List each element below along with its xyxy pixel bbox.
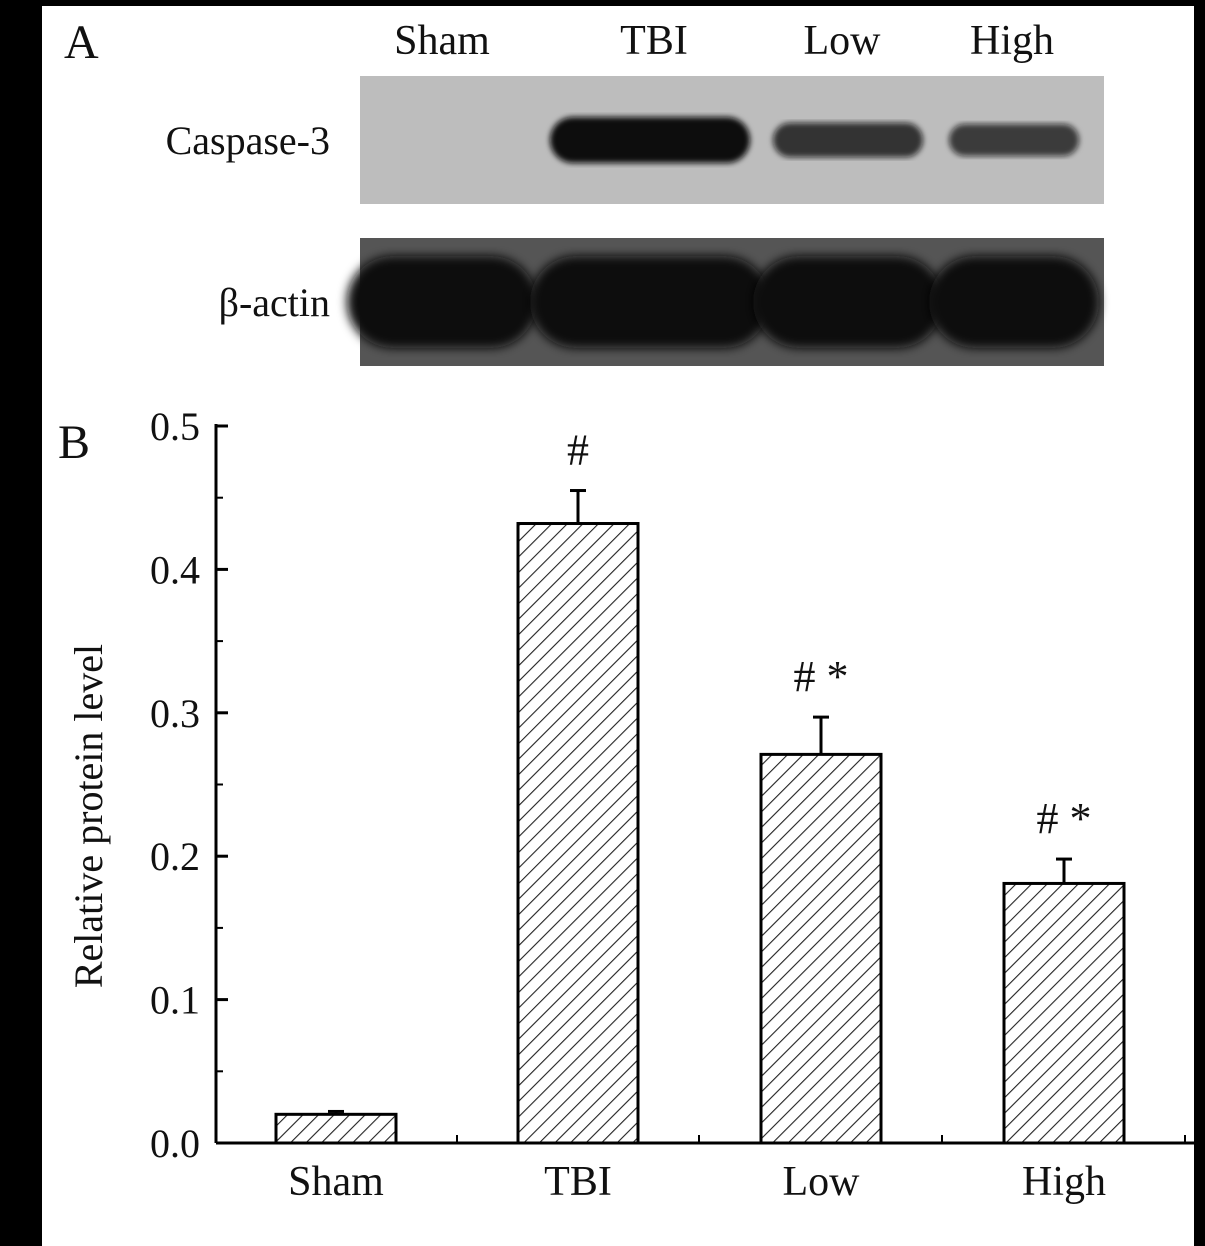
y-tick-label: 0.2 — [150, 834, 200, 879]
y-tick-label: 0.0 — [150, 1121, 200, 1166]
panel-a: A Sham TBI Low High Caspase-3 β-actin — [64, 16, 1104, 366]
y-tick-label: 0.1 — [150, 978, 200, 1023]
figure: A Sham TBI Low High Caspase-3 β-actin B Rela… — [42, 6, 1194, 1246]
lane-label: Sham — [394, 18, 490, 64]
x-tick-label: Low — [783, 1159, 861, 1205]
x-tick-label: TBI — [544, 1159, 612, 1205]
bar-chart: 0.0 0.1 0.2 0.3 0.4 0.5 Sham TBI # Low # * High # * — [150, 404, 1194, 1205]
lane-labels: Sham TBI Low High — [394, 18, 1054, 64]
blot-band — [753, 256, 943, 348]
lane-label: High — [970, 18, 1054, 64]
y-axis-label: Relative protein level — [66, 644, 111, 988]
y-tick-label: 0.5 — [150, 404, 200, 449]
lane-label: Low — [804, 18, 882, 64]
bar — [516, 522, 640, 1145]
y-tick-label: 0.3 — [150, 691, 200, 736]
bar — [274, 1112, 398, 1145]
x-tick-label: High — [1022, 1159, 1106, 1205]
blot-row: Caspase-3 — [166, 76, 1104, 204]
blot-rows: Caspase-3 β-actin — [166, 76, 1104, 366]
panel-a-letter: A — [64, 16, 99, 69]
significance-label: # — [567, 426, 589, 475]
blot-band — [347, 256, 537, 348]
panel-b-letter: B — [58, 416, 90, 469]
blot-row: β-actin — [219, 238, 1104, 366]
bar — [759, 752, 883, 1145]
blot-row-label: β-actin — [219, 280, 330, 325]
significance-label: # * — [1037, 794, 1092, 843]
panel-b: B Relative protein level 0.0 0.1 0.2 0.3 0.4… — [58, 404, 1194, 1205]
y-tick-label: 0.4 — [150, 547, 200, 592]
lane-label: TBI — [620, 18, 688, 64]
blot-band — [550, 117, 750, 163]
blot-band — [530, 256, 770, 348]
blot-band — [929, 256, 1099, 348]
blot-band — [949, 123, 1079, 157]
significance-label: # * — [794, 652, 849, 701]
x-tick-label: Sham — [288, 1159, 384, 1205]
bar — [1002, 881, 1126, 1145]
blot-band — [773, 122, 923, 158]
figure-canvas: A Sham TBI Low High Caspase-3 β-actin B Rela… — [58, 16, 1194, 1205]
blot-row-label: Caspase-3 — [166, 118, 330, 163]
